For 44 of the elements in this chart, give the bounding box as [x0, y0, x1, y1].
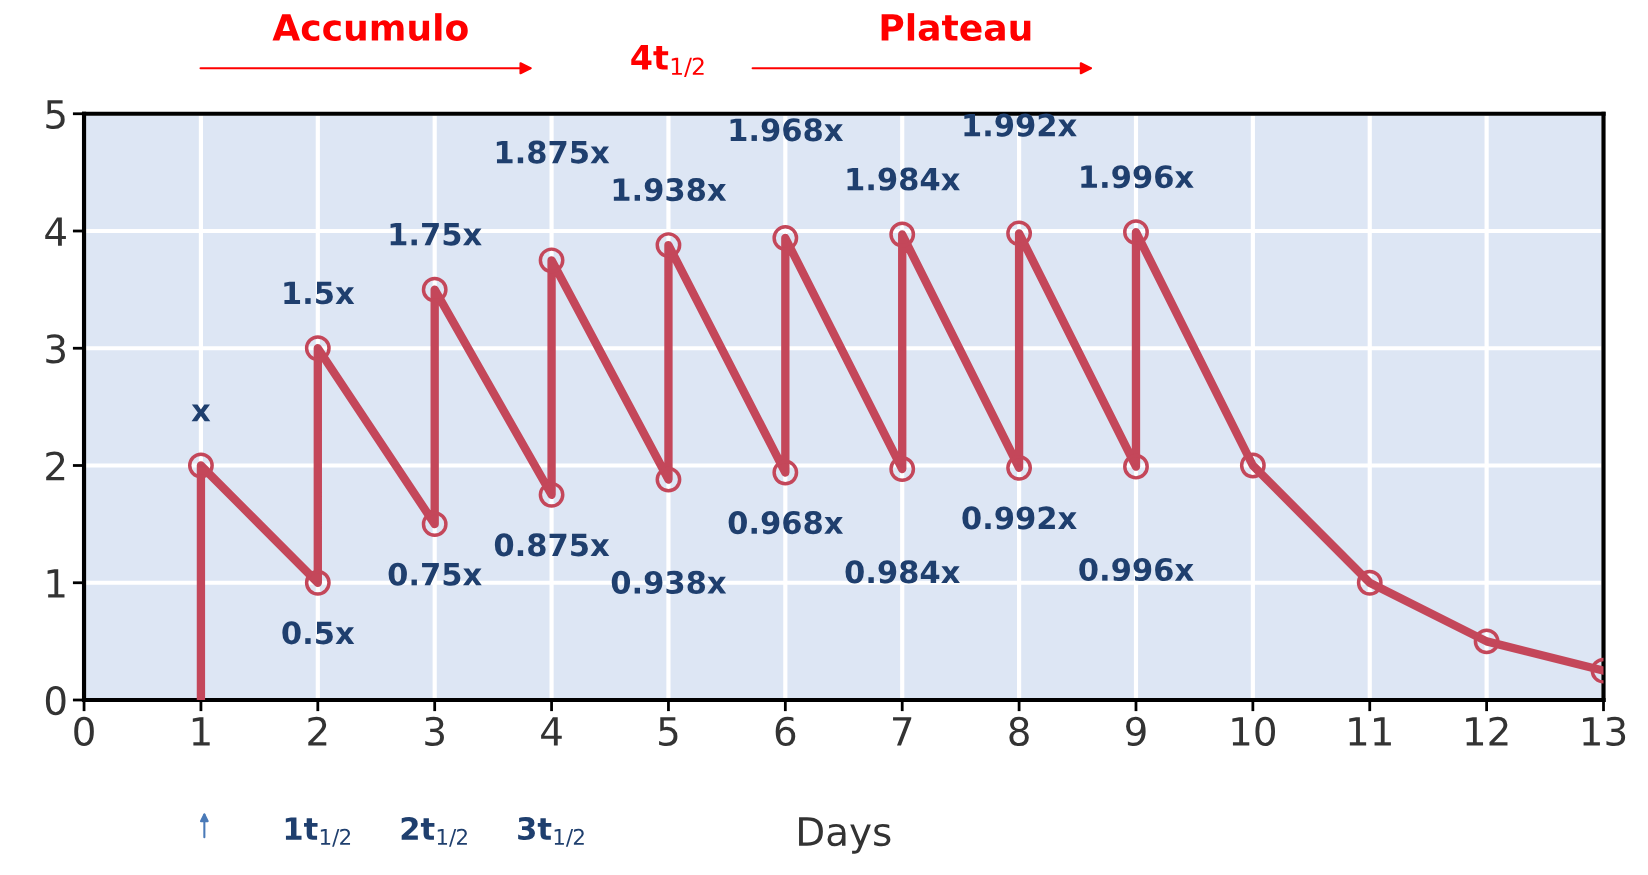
text: Plateau	[881, 13, 1031, 42]
x-tick-label: 11	[1349, 717, 1391, 746]
annotation: 0.968x	[728, 511, 844, 535]
annotation: x	[191, 404, 211, 422]
x-tick-label: 2	[308, 716, 327, 746]
text: 3t$_{1/2}$	[518, 816, 584, 847]
x-tick-label: 3	[425, 716, 444, 747]
x-tick-label: 13	[1583, 716, 1626, 747]
annotation: 0.75x	[388, 562, 482, 586]
x-tick-label: 5	[659, 717, 678, 747]
annotation: 1.875x	[496, 140, 610, 164]
x-tick-label: 10	[1232, 716, 1276, 747]
text: 1t$_{1/2}$	[285, 817, 351, 847]
annotation: 1.938x	[613, 178, 727, 202]
annotation: 0.5x	[282, 621, 355, 645]
annotation: 1.5x	[284, 281, 355, 305]
x-tick-label: 7	[893, 717, 912, 746]
annotation: 1.992x	[964, 113, 1077, 137]
annotation: 1.75x	[390, 223, 482, 246]
y-tick-label: 0	[45, 685, 66, 716]
text: 2t$_{1/2}$	[401, 816, 467, 847]
annotation: 1.968x	[730, 118, 844, 142]
annotation: 0.992x	[962, 506, 1077, 530]
x-tick-label: 0	[74, 716, 94, 747]
x-tick-label: 8	[1009, 716, 1029, 747]
annotation: 0.938x	[611, 570, 727, 594]
y-tick-label: 1	[47, 569, 65, 598]
y-tick-label: 5	[46, 100, 65, 130]
annotation: 0.875x	[494, 533, 610, 557]
text: Accumulo	[272, 13, 468, 42]
x-tick-label: 9	[1126, 716, 1146, 747]
annotation: 1.996x	[1081, 165, 1194, 189]
y-tick-label: 3	[46, 334, 65, 364]
y-tick-label: 2	[46, 451, 65, 481]
x-tick-label: 12	[1466, 716, 1508, 746]
x-tick-label: 6	[775, 716, 796, 747]
x-tick-label: 1	[192, 717, 210, 746]
text: 4t$_{1/2}$	[631, 45, 704, 78]
x-tick-label: 4	[541, 717, 562, 746]
y-tick-label: 4	[45, 217, 66, 246]
annotation: 0.996x	[1079, 557, 1194, 582]
annotation: 0.984x	[845, 560, 960, 584]
annotation: 1.984x	[847, 167, 960, 191]
x-axis-title: Days	[799, 817, 891, 854]
